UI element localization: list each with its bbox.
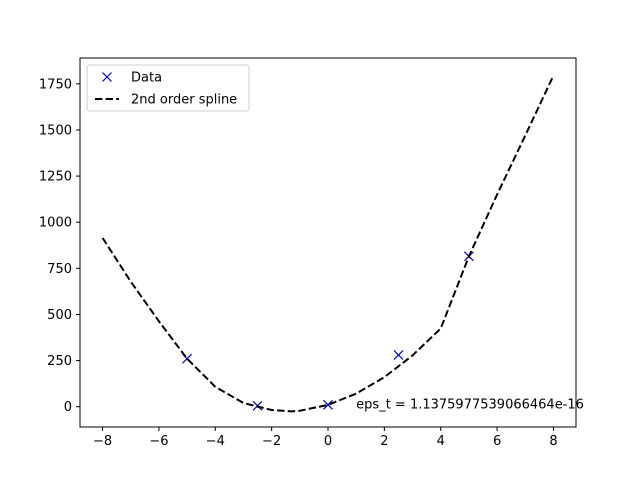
axes-frame <box>79 57 577 428</box>
legend-box <box>86 64 250 112</box>
y-tick-label: 1250 <box>39 170 72 185</box>
y-tick-label: 250 <box>47 354 72 369</box>
legend-label: 2nd order spline <box>131 93 237 108</box>
data-point <box>393 350 404 360</box>
annotation-text: eps_t = 1.1375977539066464e-16 <box>356 397 584 412</box>
data-point-stroke <box>182 353 193 364</box>
y-tick-label: 1750 <box>39 77 72 92</box>
y-tick-label: 750 <box>47 262 72 277</box>
x-tick-label: −8 <box>93 434 112 449</box>
legend-entry: Data <box>102 71 162 86</box>
legend-entry: 2nd order spline <box>95 93 237 108</box>
plot-area: eps_t = 1.1375977539066464e-16 <box>101 75 584 413</box>
axes: −8 −6 −4 −2 0 2 4 6 8 0 250 500 750 1000 1250 1500 1750 <box>39 57 577 449</box>
legend-label: Data <box>131 71 162 86</box>
x-tick-label: −2 <box>262 434 281 449</box>
y-tick-label: 1500 <box>39 123 72 138</box>
x-tick-label: 6 <box>493 434 501 449</box>
series-line-1 <box>101 75 555 413</box>
x-tick-label: −4 <box>206 434 225 449</box>
y-tick-label: 1000 <box>39 216 72 231</box>
data-point-stroke <box>393 350 404 360</box>
legend-marker-swatch <box>102 72 112 82</box>
data-point <box>323 399 333 410</box>
y-tick-label: 500 <box>47 308 72 323</box>
x-tick-label: 0 <box>324 434 332 449</box>
legend: Data 2nd order spline <box>86 64 250 112</box>
y-tick-label: 0 <box>64 400 72 415</box>
data-point-stroke <box>323 399 333 410</box>
x-tick-label: 8 <box>549 434 557 449</box>
x-tick-label: 2 <box>380 434 388 449</box>
x-tick-label: 4 <box>437 434 445 449</box>
x-tick-label: −6 <box>149 434 168 449</box>
